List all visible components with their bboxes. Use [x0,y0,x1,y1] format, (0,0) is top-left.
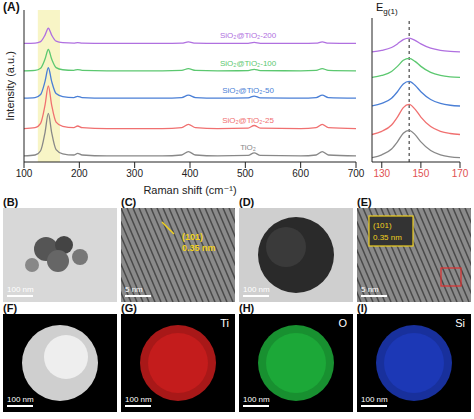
svg-text:Intensity (a.u.): Intensity (a.u.) [4,51,16,121]
html-text:(A): (A) [3,0,20,14]
svg-text:SiO₂@TiO₂-200: SiO₂@TiO₂-200 [220,31,277,40]
svg-text:SiO₂@TiO₂-25: SiO₂@TiO₂-25 [222,116,274,125]
svg-text:130: 130 [373,168,390,179]
html-text:(H): (H) [239,302,255,314]
svg-text:100 nm: 100 nm [243,395,270,404]
svg-text:100 nm: 100 nm [125,395,152,404]
html-text:(G): (G) [121,302,137,314]
svg-text:600: 600 [292,168,309,179]
svg-text:Raman shift (cm⁻¹): Raman shift (cm⁻¹) [143,184,236,196]
svg-text:150: 150 [413,168,430,179]
svg-text:(101): (101) [182,232,203,242]
html-text:(C): (C) [121,196,137,208]
svg-text:Si: Si [455,317,465,329]
svg-text:O: O [338,317,347,329]
svg-text:5 nm: 5 nm [125,285,143,294]
svg-text:100: 100 [16,168,33,179]
svg-text:Ti: Ti [220,317,229,329]
svg-text:0.35 nm: 0.35 nm [182,243,216,253]
svg-text:100 nm: 100 nm [361,395,388,404]
svg-text:5 nm: 5 nm [361,285,379,294]
html-text:(F): (F) [3,302,17,314]
svg-text:100 nm: 100 nm [7,285,34,294]
svg-text:(101): (101) [373,221,392,230]
html-text:(D): (D) [239,196,255,208]
svg-text:400: 400 [182,168,199,179]
svg-text:300: 300 [126,168,143,179]
html-text:(E): (E) [357,196,372,208]
svg-text:TiO₂: TiO₂ [240,143,256,152]
svg-text:700: 700 [348,168,365,179]
svg-text:500: 500 [237,168,254,179]
svg-text:100 nm: 100 nm [243,285,270,294]
svg-text:SiO₂@TiO₂-50: SiO₂@TiO₂-50 [222,86,274,95]
svg-text:170: 170 [452,168,469,179]
html-text:Eg(1): Eg(1) [376,1,398,17]
svg-text:SiO₂@TiO₂-100: SiO₂@TiO₂-100 [220,59,277,68]
html-text:(I): (I) [357,302,368,314]
svg-text:0.35 nm: 0.35 nm [373,233,402,242]
svg-text:200: 200 [71,168,88,179]
svg-text:100 nm: 100 nm [7,395,34,404]
html-text:(B): (B) [3,196,19,208]
